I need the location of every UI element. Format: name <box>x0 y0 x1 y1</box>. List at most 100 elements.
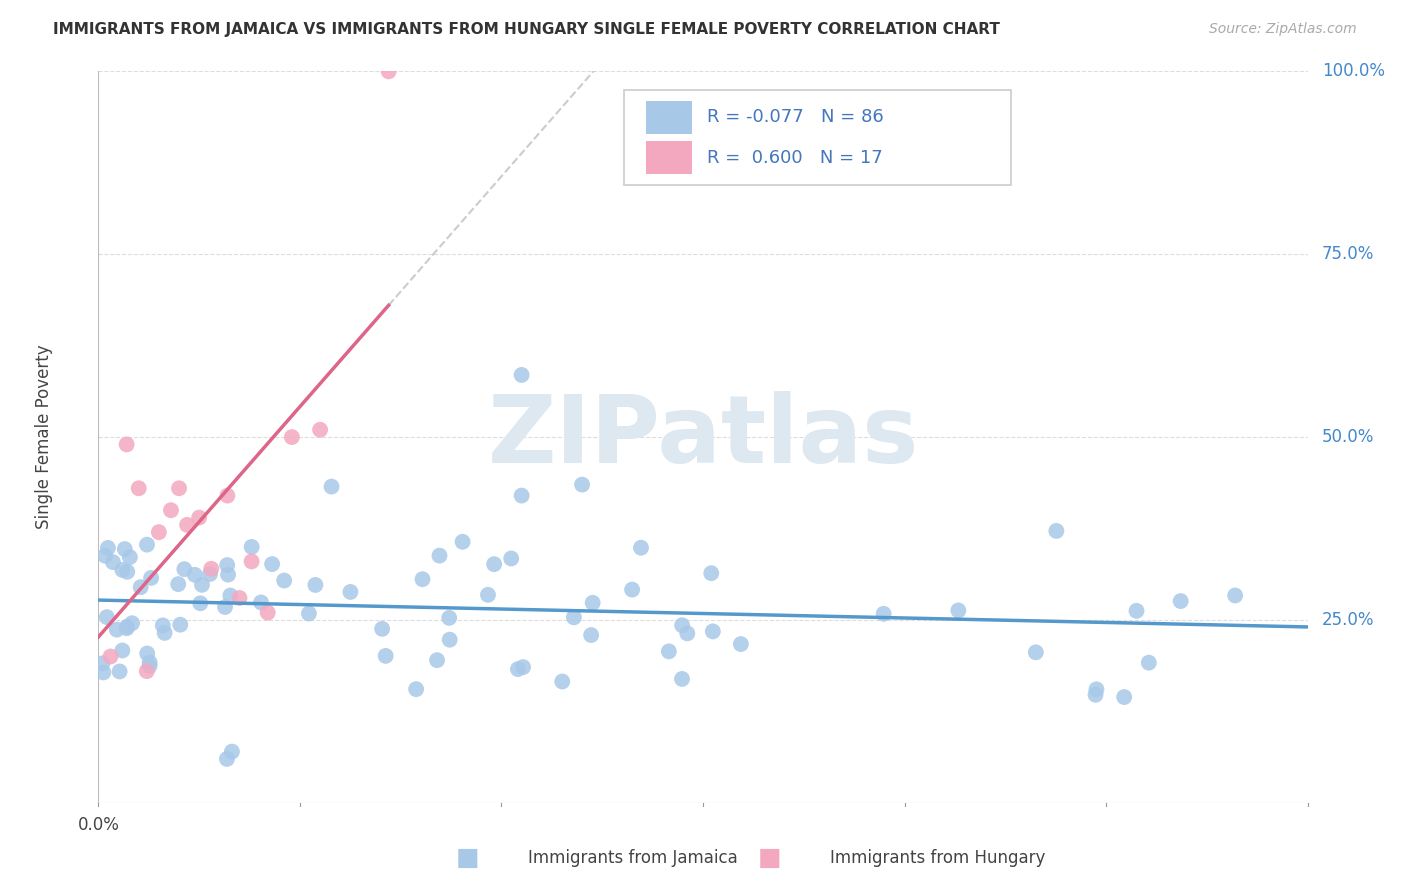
Point <box>228 591 250 605</box>
Point <box>136 538 159 552</box>
Point <box>700 566 723 581</box>
Point <box>250 595 273 609</box>
Point <box>105 623 128 637</box>
Text: 25.0%: 25.0% <box>1322 611 1375 629</box>
Bar <box>647 141 692 174</box>
Point <box>115 621 138 635</box>
Point <box>169 617 191 632</box>
Point <box>671 618 693 632</box>
Point <box>1025 645 1047 659</box>
Text: 75.0%: 75.0% <box>1322 245 1375 263</box>
Point <box>128 481 150 495</box>
Point <box>262 557 284 571</box>
Point <box>339 585 361 599</box>
Text: 50.0%: 50.0% <box>1322 428 1375 446</box>
Point <box>273 574 295 588</box>
Point <box>138 656 160 670</box>
Point <box>1085 682 1108 697</box>
Point <box>1125 604 1147 618</box>
Point <box>551 674 574 689</box>
Point <box>377 64 399 78</box>
Point <box>630 541 652 555</box>
Point <box>411 572 433 586</box>
Point <box>160 503 183 517</box>
Point <box>114 542 136 557</box>
Point <box>191 578 214 592</box>
Point <box>217 558 239 573</box>
Point <box>214 599 236 614</box>
Point <box>371 622 394 636</box>
Point <box>139 571 162 585</box>
Text: R =  0.600   N = 17: R = 0.600 N = 17 <box>707 149 883 167</box>
Point <box>118 550 141 565</box>
Point <box>571 477 593 491</box>
Text: IMMIGRANTS FROM JAMAICA VS IMMIGRANTS FROM HUNGARY SINGLE FEMALE POVERTY CORRELA: IMMIGRANTS FROM JAMAICA VS IMMIGRANTS FR… <box>53 22 1000 37</box>
Point <box>658 644 681 658</box>
Point <box>374 648 396 663</box>
Point <box>129 580 152 594</box>
Point <box>872 607 894 621</box>
Bar <box>647 101 692 134</box>
Text: Single Female Poverty: Single Female Poverty <box>35 345 53 529</box>
Point <box>111 643 134 657</box>
Point <box>138 659 160 673</box>
Point <box>135 664 157 678</box>
Point <box>188 510 211 524</box>
Point <box>298 607 321 621</box>
Text: Immigrants from Hungary: Immigrants from Hungary <box>830 848 1045 867</box>
Point <box>451 534 474 549</box>
Point <box>94 549 117 563</box>
Point <box>1223 589 1246 603</box>
Point <box>217 489 239 503</box>
Point <box>101 555 124 569</box>
Point <box>176 517 198 532</box>
Point <box>510 368 533 382</box>
Point <box>221 745 243 759</box>
Point <box>579 628 602 642</box>
Point <box>621 582 644 597</box>
Point <box>167 577 190 591</box>
Bar <box>624 89 1011 185</box>
Point <box>115 620 138 634</box>
Point <box>562 610 585 624</box>
Point <box>482 557 505 571</box>
Point <box>184 567 207 582</box>
Point <box>281 430 304 444</box>
Text: ■: ■ <box>456 846 479 870</box>
Text: Immigrants from Jamaica: Immigrants from Jamaica <box>527 848 737 867</box>
Point <box>256 606 278 620</box>
Point <box>117 565 139 579</box>
Point <box>188 596 211 610</box>
Point <box>429 549 451 563</box>
Point <box>111 563 134 577</box>
Point <box>93 665 115 680</box>
Point <box>1045 524 1067 538</box>
Point <box>91 657 114 671</box>
Point <box>437 611 460 625</box>
Point <box>405 682 427 697</box>
Point <box>198 566 221 581</box>
Point <box>219 589 242 603</box>
Point <box>121 616 143 631</box>
Point <box>173 562 195 576</box>
Point <box>215 752 238 766</box>
Point <box>730 637 752 651</box>
Point <box>148 525 170 540</box>
Point <box>1084 688 1107 702</box>
Point <box>1114 690 1136 704</box>
Point <box>153 626 176 640</box>
Point <box>96 610 118 624</box>
Point <box>439 632 461 647</box>
Point <box>671 672 693 686</box>
Point <box>510 489 533 503</box>
Point <box>200 562 222 576</box>
Point <box>321 480 343 494</box>
Point <box>167 481 190 495</box>
Point <box>702 624 724 639</box>
Point <box>506 662 529 676</box>
Point <box>676 626 699 640</box>
Text: Source: ZipAtlas.com: Source: ZipAtlas.com <box>1209 22 1357 37</box>
Point <box>477 588 499 602</box>
Point <box>1137 656 1160 670</box>
Point <box>97 541 120 555</box>
